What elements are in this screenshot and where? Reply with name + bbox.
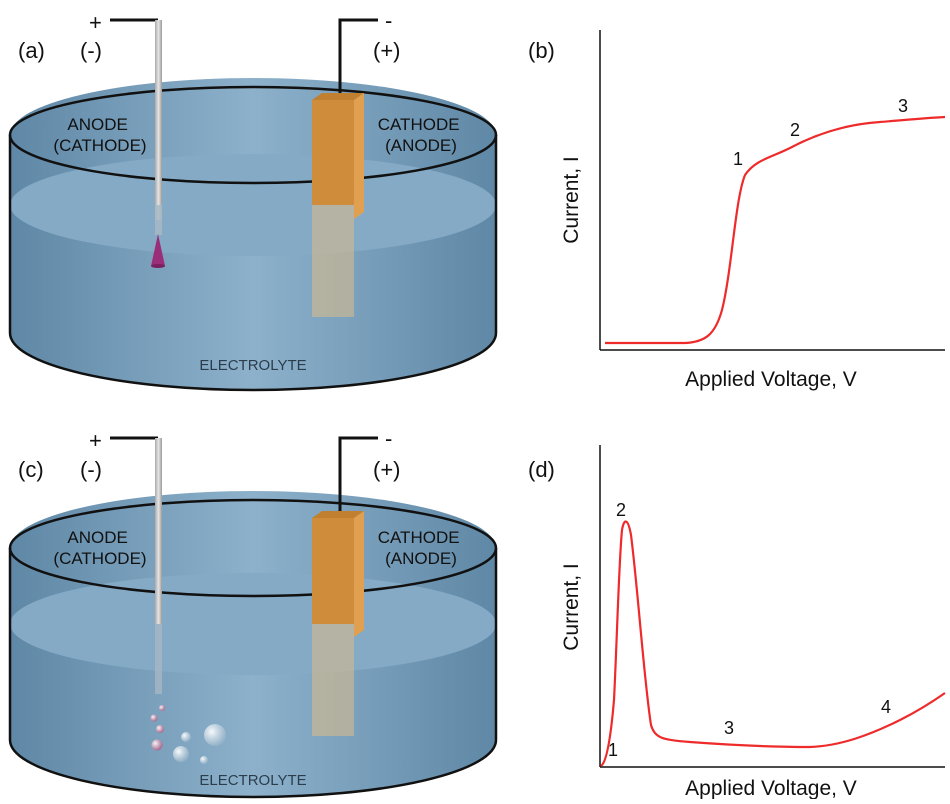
left-electrode-label-a: ANODE (CATHODE): [53, 115, 146, 155]
left-rod-c: [155, 438, 162, 624]
wire-right-a: [338, 18, 378, 102]
electrolyte-surface-c: [10, 573, 496, 675]
right-sign-c: -: [385, 426, 392, 451]
copper-plate-side-c: [354, 511, 364, 637]
wire-right-c: [338, 436, 378, 520]
bubble: [181, 732, 191, 742]
left-polarity-a: (-): [80, 38, 102, 63]
conical-tip-a: [151, 234, 165, 266]
panel-label-d: (d): [528, 457, 555, 482]
point-label-d-3: 3: [724, 718, 734, 738]
x-label-b: Applied Voltage, V: [685, 368, 857, 391]
copper-plate-front-a: [312, 100, 354, 205]
left-electrode-line1-c: ANODE: [67, 528, 127, 547]
panel-b: (b) 1 2 3 Applied Voltage, V Current, I: [528, 30, 946, 391]
point-label-b-2: 2: [790, 120, 800, 140]
gas-bubbles-c: [150, 705, 226, 764]
bubble: [156, 725, 164, 733]
x-label-d: Applied Voltage, V: [685, 777, 857, 799]
beaker-outline-c: [8, 548, 498, 799]
electrolyte-surface-a: [10, 154, 496, 256]
point-label-d-1: 1: [608, 740, 618, 760]
copper-plate-submerged-c: [312, 624, 354, 736]
panel-a: (a) + (-) - (+) ANODE (CATHODE) CATHODE …: [8, 8, 498, 392]
copper-plate-front-c: [312, 518, 354, 624]
electrolyte-label-c: ELECTROLYTE: [199, 772, 306, 789]
left-sign-c: +: [89, 428, 102, 453]
conical-tip-base-a: [151, 264, 165, 268]
electrolyte-label-a: ELECTROLYTE: [199, 357, 306, 374]
beaker-outline-a: [8, 135, 498, 392]
left-electrode-line2-c: (CATHODE): [53, 549, 146, 568]
right-electrode-line2-a: (ANODE): [385, 136, 457, 155]
panel-d: (d) 1 2 3 4 Applied Voltage, V Current, …: [528, 445, 946, 800]
copper-plate-submerged-a: [312, 205, 354, 317]
y-label-d: Current, I: [560, 563, 583, 651]
left-rod-a: [155, 20, 162, 220]
right-electrode-line1-a: CATHODE: [378, 115, 460, 134]
beaker-rim-a: [8, 85, 498, 185]
point-label-d-4: 4: [881, 697, 891, 717]
right-electrode-label-a: CATHODE (ANODE): [378, 115, 465, 155]
copper-plate-top-c: [312, 511, 364, 518]
point-label-b-1: 1: [733, 149, 743, 169]
left-electrode-line2-a: (CATHODE): [53, 136, 146, 155]
right-polarity-c: (+): [373, 457, 401, 482]
right-electrode-line2-c: (ANODE): [385, 549, 457, 568]
bubble: [204, 724, 226, 746]
right-electrode-line1-c: CATHODE: [378, 528, 460, 547]
panel-label-a: (a): [18, 38, 45, 63]
point-label-b-3: 3: [898, 96, 908, 116]
left-sign-a: +: [89, 10, 102, 35]
left-rod-submerged-c: [155, 624, 162, 694]
right-polarity-a: (+): [373, 38, 401, 63]
right-electrode-label-c: CATHODE (ANODE): [378, 528, 465, 568]
left-electrode-label-c: ANODE (CATHODE): [53, 528, 146, 568]
left-polarity-c: (-): [80, 457, 102, 482]
bubble: [151, 739, 163, 751]
copper-plate-side-a: [354, 93, 364, 219]
copper-plate-top-a: [312, 93, 364, 100]
panel-label-b: (b): [528, 38, 555, 63]
beaker-rim-c: [8, 498, 498, 598]
bubble: [173, 746, 189, 762]
right-sign-a: -: [385, 8, 392, 33]
y-label-b: Current, I: [560, 156, 583, 244]
bubble: [159, 705, 165, 711]
panel-label-c: (c): [18, 457, 44, 482]
bubble: [200, 756, 208, 764]
left-rod-submerged-a: [155, 205, 162, 235]
panel-c: (c) + (-) - (+) ANODE: [8, 426, 498, 799]
left-electrode-line1-a: ANODE: [67, 115, 127, 134]
point-label-d-2: 2: [616, 500, 626, 520]
curve-b: [605, 115, 946, 345]
curve-d: [600, 520, 946, 767]
bubble: [150, 714, 158, 722]
